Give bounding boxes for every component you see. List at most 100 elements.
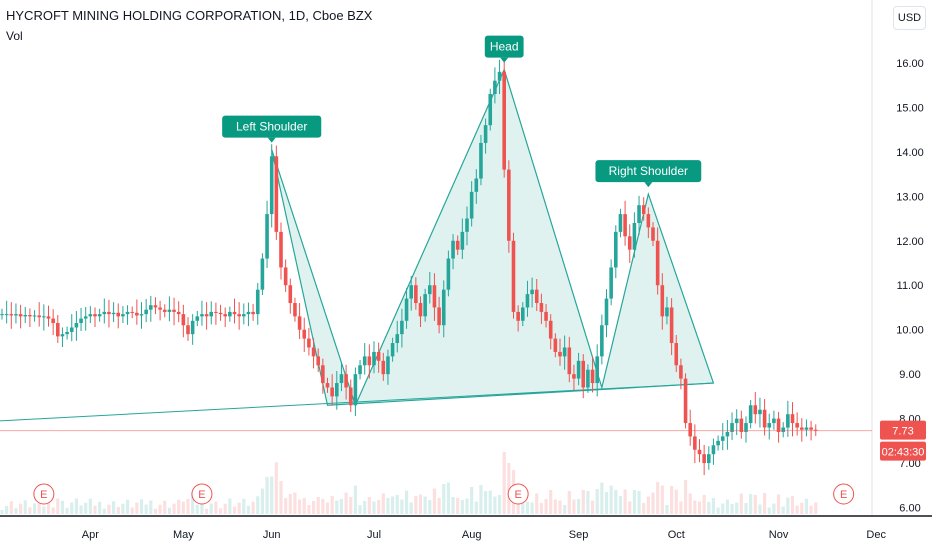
volume-bar: [809, 505, 813, 514]
earnings-marker[interactable]: E: [33, 483, 55, 505]
candle-body: [455, 240, 460, 250]
candle-body: [116, 312, 121, 317]
candle-body: [37, 315, 41, 318]
volume-bar: [814, 502, 818, 514]
candle-body: [28, 315, 32, 317]
candle-body: [18, 314, 23, 317]
candle-body: [190, 320, 195, 335]
volume-bar: [474, 501, 478, 514]
x-tick-label: Dec: [866, 529, 886, 541]
candle-body: [339, 374, 344, 384]
pattern-label[interactable]: Head: [484, 35, 524, 63]
x-tick-label: Aug: [462, 529, 482, 541]
candle-body: [218, 312, 223, 315]
volume-bar: [321, 499, 325, 514]
candle-body: [758, 409, 762, 415]
earnings-marker[interactable]: E: [507, 483, 529, 505]
candle-body: [474, 178, 479, 192]
volume-bar: [144, 504, 148, 514]
candle-body: [497, 71, 502, 81]
volume-bar: [195, 504, 199, 514]
volume-bar: [604, 492, 609, 514]
head-and-shoulders-pattern[interactable]: [271, 67, 715, 407]
last-price-tag: 7.73: [880, 420, 926, 440]
candle-body: [237, 314, 241, 317]
svg-text:E: E: [514, 489, 521, 501]
pattern-label[interactable]: Right Shoulder: [595, 160, 702, 188]
candle-body: [767, 423, 772, 428]
candle-body: [74, 323, 79, 328]
volume-bar: [302, 498, 306, 514]
volume-bar: [414, 496, 418, 514]
candle-body: [441, 289, 446, 326]
candle-body: [446, 258, 451, 290]
candle-body: [56, 323, 60, 337]
volume-bar: [377, 500, 381, 514]
volume-bar: [646, 496, 650, 514]
volume-bar: [56, 498, 60, 514]
candle-body: [335, 383, 339, 397]
volume-bar: [353, 485, 357, 514]
volume-bar: [395, 495, 399, 514]
volume-bar: [409, 502, 413, 514]
volume-bar: [651, 492, 655, 514]
candle-body: [562, 347, 567, 357]
candle-body: [748, 405, 753, 424]
y-tick-label: 15.00: [896, 102, 924, 114]
volume-bar: [218, 508, 223, 514]
candle-body: [739, 418, 744, 432]
candle-body: [288, 285, 293, 304]
volume-bar: [344, 492, 348, 514]
candle-body: [479, 142, 483, 179]
y-tick-label: 14.00: [896, 147, 924, 159]
candle-body: [493, 80, 497, 95]
volume-bar: [116, 507, 120, 514]
x-tick-label: Jul: [367, 529, 381, 541]
volume-bar: [298, 499, 302, 514]
volume-bar: [665, 505, 669, 514]
earnings-marker[interactable]: E: [833, 483, 855, 505]
volume-bar: [163, 500, 167, 514]
volume-bar: [735, 502, 739, 514]
candle-body: [720, 436, 725, 441]
volume-bar: [642, 503, 646, 514]
candle-body: [60, 334, 65, 337]
volume-bar: [158, 504, 162, 514]
volume-bar: [572, 499, 576, 514]
volume-bar: [590, 500, 595, 514]
candle-body: [83, 316, 88, 319]
candle-body: [321, 365, 325, 384]
volume-bar: [88, 498, 92, 514]
x-tick-label: Apr: [82, 529, 99, 541]
volume-bar: [200, 501, 204, 514]
candle-body: [488, 94, 493, 126]
volume-bar: [716, 507, 720, 514]
volume-bar: [660, 485, 664, 514]
candle-body: [418, 303, 423, 317]
candle-body: [167, 309, 172, 312]
volume-bar: [349, 497, 353, 514]
volume-bar: [595, 489, 599, 514]
volume-bar: [98, 501, 102, 514]
candle-body: [525, 294, 530, 308]
candle-body: [460, 231, 465, 250]
volume-bar: [549, 490, 553, 514]
volume-bar: [84, 502, 88, 514]
volume-bar: [177, 499, 181, 514]
candle-body: [437, 307, 441, 326]
candle-body: [274, 156, 279, 232]
currency-button[interactable]: USD: [893, 6, 926, 30]
earnings-marker[interactable]: E: [191, 483, 213, 505]
volume-bar: [530, 502, 534, 514]
volume-bar: [428, 500, 432, 514]
volume-bar: [251, 501, 255, 514]
x-tick-label: Oct: [668, 529, 685, 541]
candle-body: [753, 405, 758, 415]
volume-bar: [19, 503, 23, 514]
volume-bar: [479, 485, 483, 514]
candle-body: [251, 311, 255, 315]
volume-bar: [107, 504, 111, 514]
pattern-label[interactable]: Left Shoulder: [222, 115, 322, 143]
candle-body: [502, 71, 506, 170]
